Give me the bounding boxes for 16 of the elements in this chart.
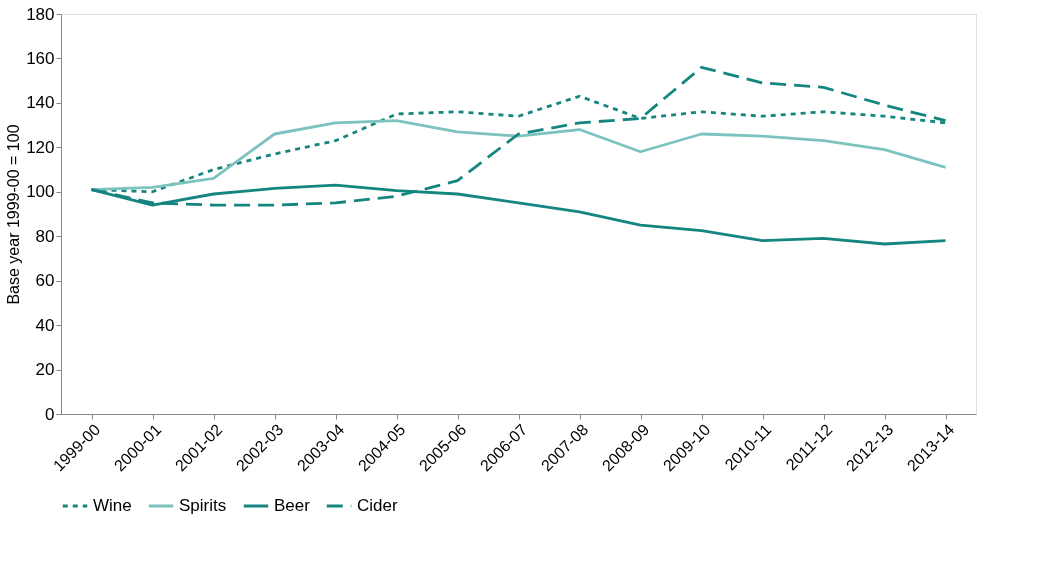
y-tick-label: 140 — [26, 93, 55, 113]
y-tick-label: 160 — [26, 48, 55, 68]
y-tick-label: 80 — [35, 226, 55, 246]
legend-label: Wine — [93, 496, 132, 515]
legend-label: Beer — [274, 496, 311, 515]
y-tick-label: 100 — [26, 182, 55, 202]
line-series — [90, 119, 947, 191]
y-tick-label: 180 — [26, 4, 55, 24]
y-tick-label: 0 — [45, 404, 55, 424]
y-tick-label: 40 — [35, 315, 55, 335]
y-tick-label: 20 — [35, 360, 55, 380]
y-tick-label: 60 — [35, 271, 55, 291]
legend-label: Spirits — [179, 496, 227, 515]
y-axis-title: Base year 1999-00 = 100 — [5, 124, 23, 305]
legend-label: Cider — [357, 496, 398, 515]
y-tick-label: 120 — [26, 137, 55, 157]
